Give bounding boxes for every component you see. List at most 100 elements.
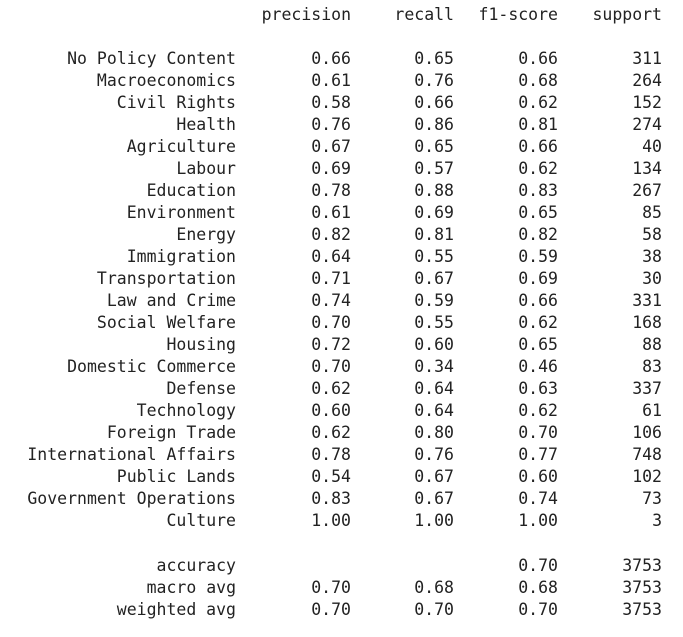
- precision-value: 0.67: [311, 137, 351, 156]
- f1-value: 0.62: [518, 93, 558, 112]
- recall-value: 0.67: [414, 467, 454, 486]
- recall-value: 0.55: [414, 247, 454, 266]
- precision-value: 0.70: [311, 313, 351, 332]
- recall-value: 0.69: [414, 203, 454, 222]
- f1-value: 0.60: [518, 467, 558, 486]
- f1-value: 0.59: [518, 247, 558, 266]
- precision-value: 0.71: [311, 269, 351, 288]
- f1-value: 0.69: [518, 269, 558, 288]
- class-row: International Affairs 0.78 0.76 0.77 748: [0, 444, 683, 466]
- f1-value: 0.63: [518, 379, 558, 398]
- support-value: 168: [632, 313, 662, 332]
- class-row: Civil Rights 0.58 0.66 0.62 152: [0, 92, 683, 114]
- class-label: Transportation: [96, 269, 236, 288]
- class-row: Foreign Trade 0.62 0.80 0.70 106: [0, 422, 683, 444]
- support-value: 61: [642, 401, 662, 420]
- f1-value: 0.62: [518, 313, 558, 332]
- support-value: 106: [632, 423, 662, 442]
- class-row: Law and Crime 0.74 0.59 0.66 331: [0, 290, 683, 312]
- recall-value: 0.81: [414, 225, 454, 244]
- f1-value: 0.62: [518, 159, 558, 178]
- recall-value: 0.60: [414, 335, 454, 354]
- summary-label: weighted avg: [116, 600, 236, 619]
- class-row: Domestic Commerce 0.70 0.34 0.46 83: [0, 356, 683, 378]
- recall-value: 0.57: [414, 159, 454, 178]
- recall-value: 0.34: [414, 357, 454, 376]
- f1-value: 0.77: [518, 445, 558, 464]
- f1-value: 0.65: [518, 203, 558, 222]
- f1-value: 0.66: [518, 291, 558, 310]
- class-row: Immigration 0.64 0.55 0.59 38: [0, 246, 683, 268]
- class-row: Environment 0.61 0.69 0.65 85: [0, 202, 683, 224]
- support-value: 88: [642, 335, 662, 354]
- class-label: International Affairs: [27, 445, 236, 464]
- class-label: Housing: [166, 335, 236, 354]
- support-value: 3753: [622, 600, 662, 619]
- precision-value: 0.70: [311, 357, 351, 376]
- class-label: Government Operations: [27, 489, 236, 508]
- f1-value: 0.65: [518, 335, 558, 354]
- support-value: 40: [642, 137, 662, 156]
- recall-value: 0.65: [414, 49, 454, 68]
- support-value: 58: [642, 225, 662, 244]
- recall-value: 0.55: [414, 313, 454, 332]
- support-value: 83: [642, 357, 662, 376]
- f1-value: 0.70: [518, 600, 558, 619]
- class-row: Social Welfare 0.70 0.55 0.62 168: [0, 312, 683, 334]
- class-label: Culture: [166, 511, 236, 530]
- support-value: 73: [642, 489, 662, 508]
- recall-value: 1.00: [414, 511, 454, 530]
- class-label: Domestic Commerce: [67, 357, 236, 376]
- precision-value: 0.62: [311, 379, 351, 398]
- summary-label: macro avg: [146, 578, 236, 597]
- f1-value: 0.70: [518, 556, 558, 575]
- class-label: Agriculture: [126, 137, 236, 156]
- class-row: Defense 0.62 0.64 0.63 337: [0, 378, 683, 400]
- recall-value: 0.76: [414, 445, 454, 464]
- class-label: Defense: [166, 379, 236, 398]
- recall-value: 0.68: [414, 578, 454, 597]
- class-label: Education: [146, 181, 236, 200]
- recall-value: 0.59: [414, 291, 454, 310]
- recall-value: 0.65: [414, 137, 454, 156]
- precision-value: 0.60: [311, 401, 351, 420]
- class-label: Health: [176, 115, 236, 134]
- support-value: 85: [642, 203, 662, 222]
- precision-value: 0.83: [311, 489, 351, 508]
- precision-value: 0.76: [311, 115, 351, 134]
- precision-value: 0.64: [311, 247, 351, 266]
- class-row: Health 0.76 0.86 0.81 274: [0, 114, 683, 136]
- class-row: Transportation 0.71 0.67 0.69 30: [0, 268, 683, 290]
- recall-value: 0.86: [414, 115, 454, 134]
- class-label: Public Lands: [116, 467, 236, 486]
- support-value: 274: [632, 115, 662, 134]
- class-row: Labour 0.69 0.57 0.62 134: [0, 158, 683, 180]
- class-row: Agriculture 0.67 0.65 0.66 40: [0, 136, 683, 158]
- f1-value: 0.66: [518, 49, 558, 68]
- header-recall: recall: [394, 5, 454, 24]
- precision-value: 0.72: [311, 335, 351, 354]
- class-row: No Policy Content 0.66 0.65 0.66 311: [0, 48, 683, 70]
- recall-value: 0.67: [414, 269, 454, 288]
- support-value: 102: [632, 467, 662, 486]
- support-value: 311: [632, 49, 662, 68]
- recall-value: 0.66: [414, 93, 454, 112]
- support-value: 264: [632, 71, 662, 90]
- summary-row-accuracy: accuracy 0.70 3753: [0, 555, 683, 577]
- class-label: Law and Crime: [106, 291, 236, 310]
- f1-value: 0.70: [518, 423, 558, 442]
- support-value: 337: [632, 379, 662, 398]
- header-support: support: [592, 5, 662, 24]
- f1-value: 0.66: [518, 137, 558, 156]
- class-label: Environment: [126, 203, 236, 222]
- recall-value: 0.64: [414, 379, 454, 398]
- f1-value: 0.81: [518, 115, 558, 134]
- support-value: 267: [632, 181, 662, 200]
- support-value: 3753: [622, 578, 662, 597]
- f1-value: 0.46: [518, 357, 558, 376]
- support-value: 134: [632, 159, 662, 178]
- class-row: Energy 0.82 0.81 0.82 58: [0, 224, 683, 246]
- support-value: 30: [642, 269, 662, 288]
- class-label: Civil Rights: [116, 93, 236, 112]
